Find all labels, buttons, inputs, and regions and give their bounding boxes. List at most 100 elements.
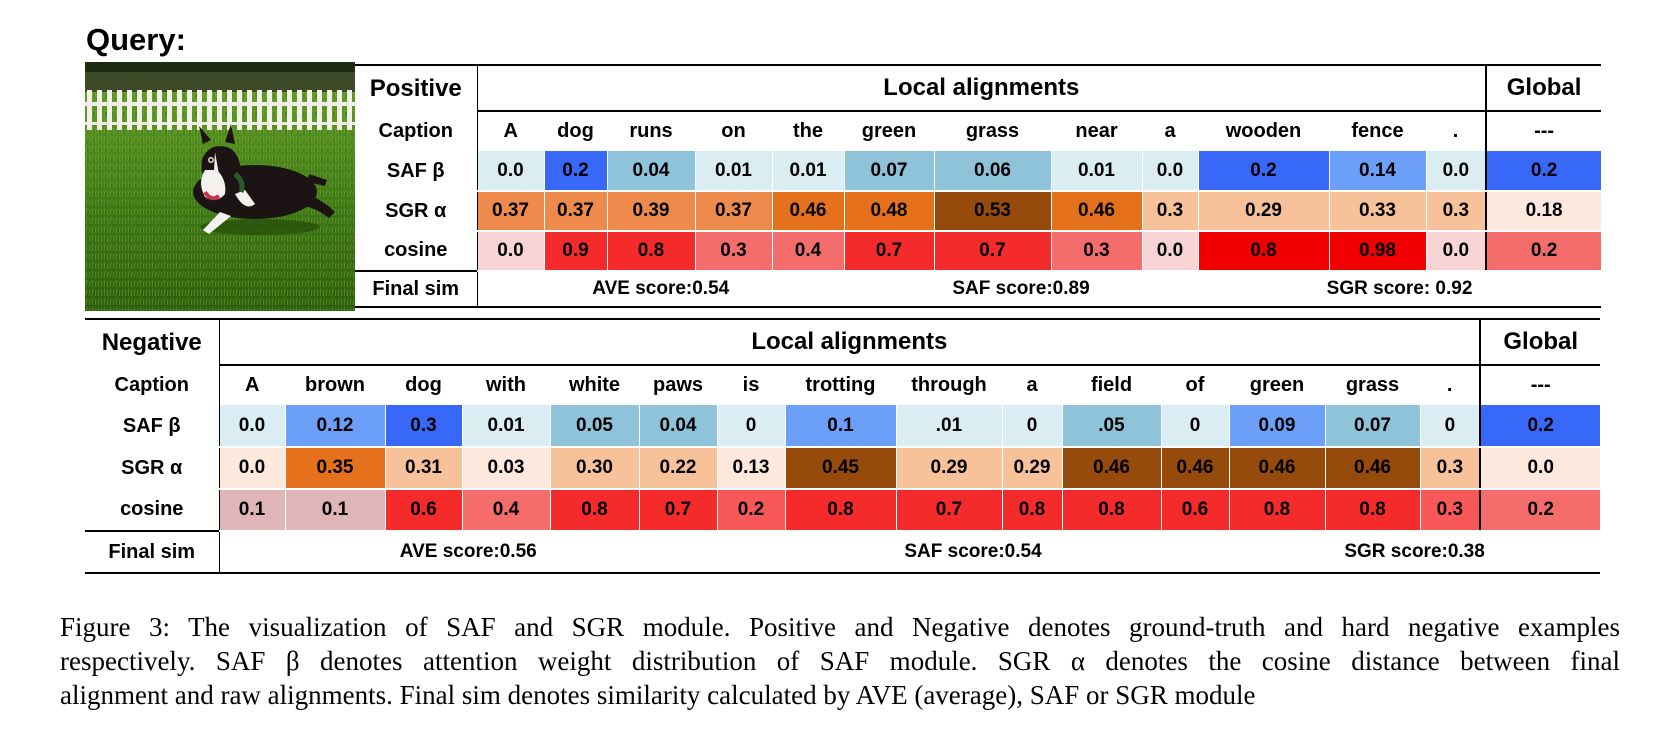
positive-sgr-cell: 0.3 [1142, 191, 1199, 232]
negative-saf-cell: 0 [1002, 405, 1063, 448]
positive-saf-score: SAF score:0.89 [844, 270, 1198, 307]
positive-sgr-cell: 0.37 [695, 191, 773, 232]
negative-sgr-cell: 0.46 [1325, 447, 1421, 490]
negative-cos-cell: 0.7 [639, 489, 718, 532]
negative-saf-cell: 0.0 [219, 405, 286, 448]
query-title: Query: [86, 22, 186, 57]
negative-cos-cell: 0.1 [219, 489, 286, 532]
positive-cos-cell: 0.0 [477, 231, 545, 272]
negative-sgr-cell: 0.46 [1229, 447, 1326, 490]
positive-saf-cell: 0.0 [1426, 151, 1488, 192]
negative-sgr-score: SGR score:0.38 [1229, 530, 1601, 573]
positive-caption-word: wooden [1225, 120, 1302, 142]
positive-cos-cell: 0.7 [844, 231, 935, 272]
positive-caption-word: . [1426, 111, 1488, 151]
negative-cos-cell: 0.8 [1325, 489, 1421, 532]
negative-local-alignments-header: Local alignments [219, 319, 1482, 366]
positive-caption-global: --- [1534, 120, 1555, 142]
negative-cos-cell: 0.6 [1161, 489, 1230, 532]
positive-sgr-cell: 0.46 [772, 191, 845, 232]
positive-caption-word: on [721, 120, 746, 142]
negative-saf-cell: 0.04 [639, 405, 718, 448]
positive-cos-cell: 0.0 [1142, 231, 1199, 272]
positive-final-sim-label: Final sim [355, 270, 478, 307]
positive-caption-label: Caption [355, 111, 478, 151]
negative-cos-cell: 0.6 [385, 489, 463, 532]
positive-saf-cell: 0.2 [1198, 151, 1330, 192]
negative-caption-word: paws [652, 374, 704, 396]
positive-saf-cell: 0.07 [844, 151, 935, 192]
positive-saf-cell: 0.01 [772, 151, 845, 192]
negative-cos-cell: 0.8 [1002, 489, 1063, 532]
caption-line-3: alignment and raw alignments. Final sim … [60, 680, 1256, 710]
negative-cos-cell: 0.2 [717, 489, 786, 532]
negative-saf-cell: 0.05 [550, 405, 640, 448]
positive-cosine-label: cosine [355, 231, 478, 271]
negative-saf-cell: 0 [1161, 405, 1230, 448]
positive-cos-cell: 0.0 [1426, 231, 1488, 272]
negative-saf-cell: 0.09 [1229, 405, 1326, 448]
negative-cos-cell: 0.8 [550, 489, 640, 532]
positive-saf-cell: 0.14 [1329, 151, 1427, 192]
negative-caption-word: . [1420, 365, 1482, 405]
negative-header: Negative [85, 319, 220, 365]
negative-final-sim-row: Final sim AVE score:0.56 SAF score:0.54 … [85, 530, 1601, 573]
negative-table: Negative Local alignments Global Caption… [85, 318, 1601, 574]
positive-caption-word: grass [965, 120, 1020, 142]
negative-saf-cell: 0.12 [285, 405, 386, 448]
positive-saf-label: SAF β [355, 151, 478, 191]
positive-cos-cell: 0.8 [607, 231, 696, 272]
positive-caption-word: dog [557, 120, 594, 142]
positive-saf-row: SAF β 0.0 0.2 0.04 0.01 0.01 0.07 0.06 0.01 0.0 0… [355, 151, 1602, 192]
negative-sgr-label: SGR α [85, 447, 220, 489]
negative-saf-cell: 0.01 [462, 405, 551, 448]
negative-saf-cell: 0.1 [785, 405, 897, 448]
negative-saf-global-cell: 0.2 [1480, 405, 1601, 448]
negative-sgr-cell: 0.13 [717, 447, 786, 490]
positive-caption-word: near [1075, 120, 1118, 142]
negative-caption-global: --- [1530, 374, 1551, 396]
positive-caption-word: green [861, 120, 917, 142]
positive-ave-score: AVE score:0.54 [477, 270, 844, 307]
positive-cos-cell: 0.3 [695, 231, 773, 272]
positive-caption-word: fence [1351, 120, 1404, 142]
negative-caption-word: with [486, 374, 526, 396]
positive-cos-cell: 0.8 [1198, 231, 1330, 272]
negative-caption-word: field [1090, 374, 1133, 396]
negative-sgr-cell: 0.46 [1161, 447, 1230, 490]
negative-sgr-cell: 0.29 [896, 447, 1003, 490]
positive-saf-cell: 0.2 [544, 151, 608, 192]
negative-cos-cell: 0.8 [1229, 489, 1326, 532]
positive-saf-cell: 0.06 [934, 151, 1052, 192]
positive-cos-cell: 0.3 [1051, 231, 1143, 272]
positive-caption-word: the [793, 120, 823, 142]
positive-sgr-label: SGR α [355, 191, 478, 231]
positive-sgr-cell: 0.37 [477, 191, 545, 232]
negative-saf-label: SAF β [85, 405, 220, 447]
positive-sgr-cell: 0.3 [1426, 191, 1488, 232]
negative-sgr-cell: 0.0 [219, 447, 286, 490]
negative-sgr-cell: 0.22 [639, 447, 718, 490]
positive-local-alignments-header: Local alignments [477, 65, 1488, 112]
positive-sgr-cell: 0.29 [1198, 191, 1330, 232]
negative-cos-cell: 0.4 [462, 489, 551, 532]
positive-cos-cell: 0.9 [544, 231, 608, 272]
positive-caption-word: A [503, 120, 518, 142]
negative-caption-word: trotting [805, 374, 876, 396]
negative-caption-word: grass [1345, 374, 1400, 396]
positive-sgr-global-cell: 0.18 [1486, 191, 1602, 232]
positive-sgr-cell: 0.39 [607, 191, 696, 232]
negative-saf-cell: .01 [896, 405, 1003, 448]
positive-saf-cell: 0.0 [1142, 151, 1199, 192]
negative-caption-word: A [245, 374, 260, 396]
negative-cos-global-cell: 0.2 [1480, 489, 1601, 532]
negative-cosine-row: cosine 0.1 0.1 0.6 0.4 0.8 0.7 0.2 0.8 0.7 0.8 0.8… [85, 489, 1601, 532]
positive-sgr-cell: 0.33 [1329, 191, 1427, 232]
negative-sgr-cell: 0.31 [385, 447, 463, 490]
negative-cos-cell: 0.8 [785, 489, 897, 532]
positive-sgr-cell: 0.53 [934, 191, 1052, 232]
negative-caption-word: brown [305, 374, 365, 396]
figure-caption: Figure 3: The visualization of SAF and S… [60, 610, 1620, 712]
